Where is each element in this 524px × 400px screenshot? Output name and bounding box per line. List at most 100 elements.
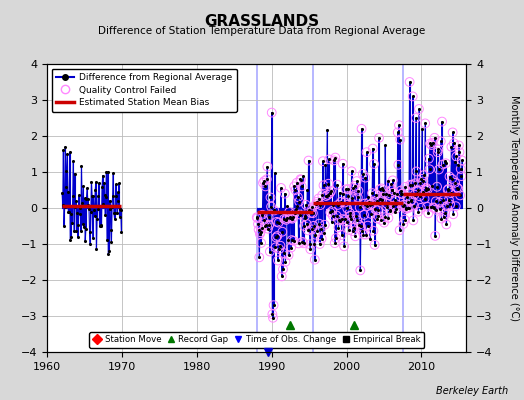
- Point: [269, 302, 278, 308]
- Point: [291, 187, 300, 193]
- Point: [409, 93, 417, 100]
- Point: [276, 242, 285, 249]
- Point: [304, 157, 313, 164]
- Point: [426, 140, 434, 147]
- Point: [454, 185, 463, 192]
- Point: [378, 197, 386, 203]
- Point: [261, 183, 270, 190]
- Point: [347, 216, 355, 222]
- Point: [403, 205, 412, 211]
- Point: [343, 205, 352, 212]
- Point: [278, 273, 286, 280]
- Point: [384, 215, 392, 221]
- Point: [345, 227, 353, 233]
- Point: [437, 215, 445, 222]
- Point: [309, 223, 318, 229]
- Point: [295, 198, 303, 205]
- Point: [366, 202, 375, 208]
- Point: [339, 160, 347, 167]
- Point: [96, 221, 105, 228]
- Point: [376, 196, 385, 202]
- Point: [389, 177, 397, 184]
- Point: [385, 192, 393, 198]
- Point: [443, 187, 452, 193]
- Point: [315, 220, 323, 227]
- Point: [352, 212, 360, 219]
- Point: [271, 244, 280, 250]
- Point: [344, 186, 353, 192]
- Point: [334, 224, 343, 231]
- Point: [428, 183, 436, 189]
- Point: [59, 202, 67, 208]
- Point: [399, 203, 407, 210]
- Point: [261, 183, 270, 190]
- Point: [112, 193, 121, 199]
- Point: [375, 134, 383, 141]
- Point: [423, 186, 432, 193]
- Point: [386, 207, 394, 214]
- Point: [416, 193, 424, 200]
- Point: [317, 226, 325, 232]
- Point: [111, 209, 119, 216]
- Point: [265, 222, 274, 228]
- Point: [450, 159, 458, 166]
- Point: [440, 214, 448, 220]
- Point: [414, 208, 422, 215]
- Point: [89, 234, 97, 241]
- Point: [448, 176, 456, 182]
- Point: [96, 203, 104, 210]
- Point: [80, 224, 88, 230]
- Point: [286, 214, 294, 220]
- Point: [305, 241, 314, 248]
- Point: [256, 229, 265, 236]
- Point: [452, 153, 461, 160]
- Point: [327, 188, 335, 194]
- Point: [412, 168, 421, 175]
- Point: [344, 186, 353, 192]
- Point: [374, 207, 382, 214]
- Point: [342, 186, 350, 192]
- Point: [437, 215, 445, 222]
- Point: [296, 176, 304, 182]
- Point: [420, 196, 429, 202]
- Point: [334, 224, 343, 231]
- Point: [403, 205, 412, 211]
- Point: [324, 192, 332, 198]
- Point: [450, 140, 458, 146]
- Point: [275, 219, 283, 226]
- Point: [347, 168, 356, 174]
- Point: [350, 185, 358, 191]
- Point: [369, 228, 378, 234]
- Point: [440, 214, 448, 220]
- Point: [391, 196, 399, 203]
- Point: [425, 156, 433, 162]
- Point: [400, 216, 409, 223]
- Point: [423, 204, 431, 210]
- Point: [331, 154, 340, 161]
- Point: [405, 204, 413, 211]
- Point: [334, 202, 342, 208]
- Point: [318, 192, 326, 198]
- Point: [292, 180, 301, 186]
- Point: [277, 185, 285, 191]
- Point: [455, 142, 463, 149]
- Point: [367, 201, 376, 207]
- Point: [381, 191, 390, 197]
- Point: [435, 199, 444, 206]
- Point: [292, 206, 300, 212]
- Point: [370, 161, 378, 167]
- Point: [286, 215, 294, 222]
- Point: [392, 201, 401, 208]
- Point: [101, 192, 109, 199]
- Point: [82, 196, 91, 202]
- Point: [417, 205, 425, 211]
- Point: [65, 209, 73, 215]
- Point: [407, 198, 415, 204]
- Point: [328, 218, 336, 225]
- Text: GRASSLANDS: GRASSLANDS: [204, 14, 320, 29]
- Point: [283, 203, 291, 209]
- Point: [294, 194, 302, 200]
- Point: [376, 196, 385, 202]
- Point: [377, 185, 386, 192]
- Point: [411, 180, 419, 186]
